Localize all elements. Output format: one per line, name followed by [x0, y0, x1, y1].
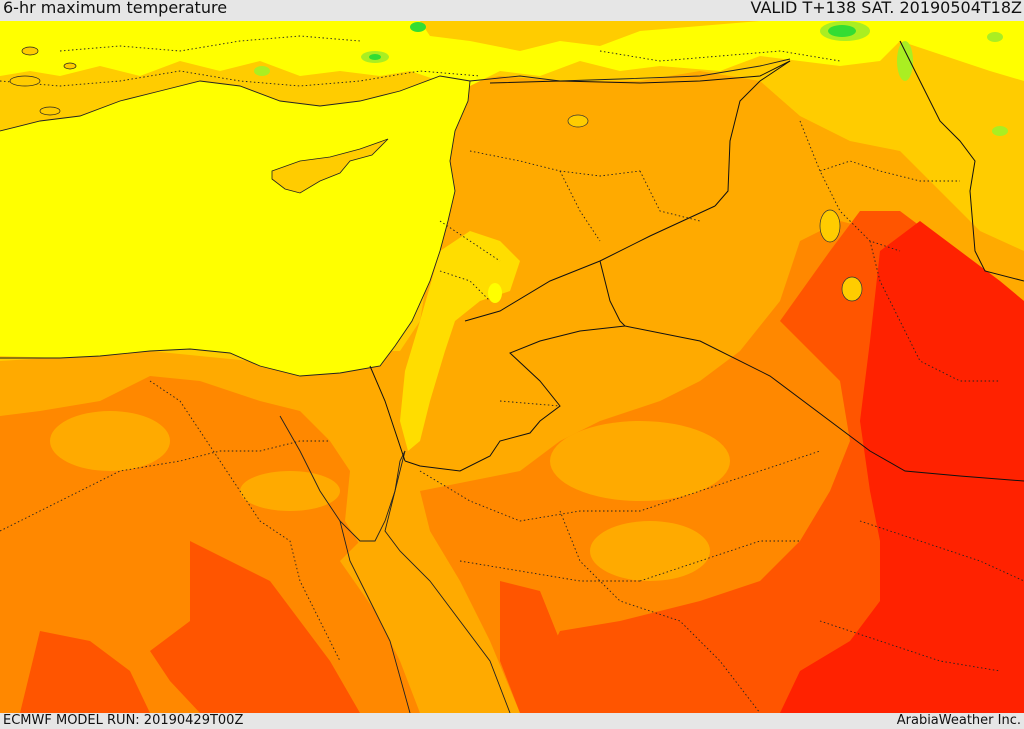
hejaz-hot-patch — [500, 581, 560, 713]
mild-patch — [480, 121, 600, 181]
gulf-hottest-field — [780, 221, 1024, 713]
map-title: 6-hr maximum temperature — [3, 0, 228, 17]
mild-patch — [240, 471, 340, 511]
mediterranean-sea — [0, 76, 470, 376]
mild-patch — [550, 421, 730, 501]
lake — [819, 209, 841, 243]
egypt-hot-patch — [150, 541, 360, 713]
mild-patch — [640, 131, 720, 191]
green-spot — [987, 32, 1003, 42]
footer-bar: ECMWF MODEL RUN: 20190429T00Z ArabiaWeat… — [0, 713, 1024, 729]
header-bar: 6-hr maximum temperature VALID T+138 SAT… — [0, 0, 1024, 21]
model-run-label: ECMWF MODEL RUN: 20190429T00Z — [3, 713, 244, 728]
green-spot — [410, 22, 426, 32]
green-spot — [992, 126, 1008, 136]
cyprus-island — [271, 138, 389, 194]
egypt-hot-patch — [20, 631, 150, 713]
north-yellow-band — [0, 21, 1024, 86]
mild-patch — [590, 521, 710, 581]
green-spot — [828, 25, 856, 37]
levant-cool-strip — [400, 231, 520, 451]
temperature-map-svg — [0, 21, 1024, 713]
lake — [488, 283, 502, 303]
valid-time-label: VALID T+138 SAT. 20190504T18Z — [750, 0, 1022, 17]
green-spot — [369, 54, 381, 60]
red-sea — [340, 536, 520, 713]
mild-patch — [50, 411, 170, 471]
international-borders — [369, 40, 1024, 482]
credit-label: ArabiaWeather Inc. — [896, 713, 1021, 728]
province-borders — [0, 35, 1024, 713]
aegean-islands — [9, 46, 77, 116]
green-spot — [897, 41, 913, 81]
lake — [567, 114, 589, 128]
temperature-map[interactable] — [0, 21, 1024, 713]
coastlines — [0, 58, 791, 713]
lake — [841, 276, 863, 302]
green-spot — [254, 66, 270, 76]
